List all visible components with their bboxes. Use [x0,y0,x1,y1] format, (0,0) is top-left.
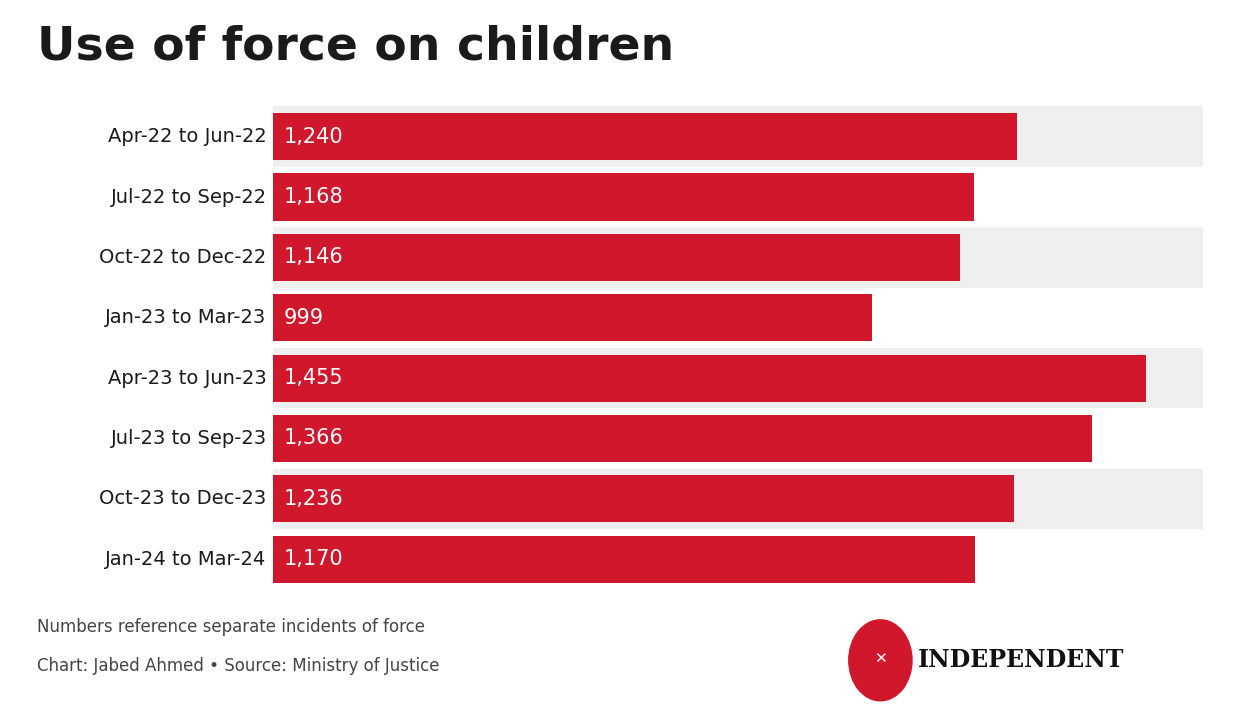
Text: Use of force on children: Use of force on children [37,25,675,70]
Text: 1,240: 1,240 [284,126,343,147]
Bar [273,348,1203,408]
Bar [273,106,1203,167]
Text: Jul-23 to Sep-23: Jul-23 to Sep-23 [110,429,267,448]
Text: 1,236: 1,236 [284,488,343,509]
Bar [273,535,975,583]
Text: Apr-22 to Jun-22: Apr-22 to Jun-22 [108,127,267,146]
Text: ✕: ✕ [874,650,887,666]
Text: 1,366: 1,366 [284,428,343,449]
Text: 1,455: 1,455 [284,368,343,388]
Bar [273,469,1203,529]
Ellipse shape [849,620,913,701]
Text: 1,146: 1,146 [284,247,343,268]
Text: Oct-23 to Dec-23: Oct-23 to Dec-23 [99,489,267,508]
Text: Jan-23 to Mar-23: Jan-23 to Mar-23 [105,308,267,327]
Bar [273,167,1203,227]
Bar [273,227,1203,288]
Text: 1,170: 1,170 [284,549,343,569]
Text: Chart: Jabed Ahmed • Source: Ministry of Justice: Chart: Jabed Ahmed • Source: Ministry of… [37,657,440,674]
Text: Apr-23 to Jun-23: Apr-23 to Jun-23 [108,368,267,388]
Text: INDEPENDENT: INDEPENDENT [918,648,1123,672]
Bar [273,415,1092,462]
Bar [273,529,1203,589]
Text: 1,168: 1,168 [284,187,343,207]
Bar [273,234,961,281]
Bar [273,475,1014,523]
Bar [273,288,1203,348]
Bar [273,294,872,342]
Text: Numbers reference separate incidents of force: Numbers reference separate incidents of … [37,618,425,635]
Text: Jul-22 to Sep-22: Jul-22 to Sep-22 [110,187,267,207]
Text: Oct-22 to Dec-22: Oct-22 to Dec-22 [99,248,267,267]
Bar [273,173,973,221]
Text: 999: 999 [284,307,324,328]
Bar [273,408,1203,469]
Bar [273,113,1017,160]
Bar [273,354,1146,402]
Text: Jan-24 to Mar-24: Jan-24 to Mar-24 [105,550,267,569]
